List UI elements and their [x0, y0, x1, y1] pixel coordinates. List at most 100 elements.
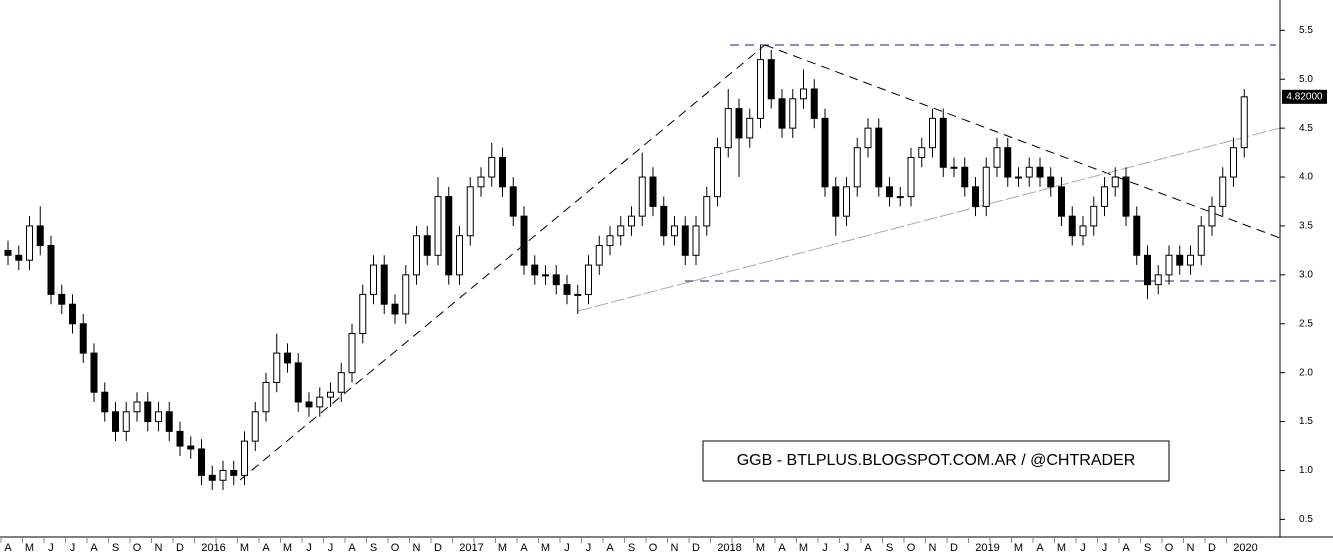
- candle-body: [929, 117, 936, 149]
- candle-body: [273, 352, 281, 383]
- last-price-label: 4.82000: [1286, 91, 1323, 102]
- candle-body: [660, 205, 668, 237]
- candle-body: [542, 274, 549, 277]
- y-tick-label: 3.5: [1299, 221, 1313, 232]
- candle-body: [1101, 186, 1108, 207]
- candle-body: [671, 225, 678, 237]
- candle-body: [810, 88, 818, 119]
- candle-body: [1197, 225, 1205, 256]
- candle-body: [961, 166, 969, 188]
- x-tick-label: M: [756, 542, 765, 554]
- candle-body: [714, 147, 721, 198]
- x-tick-label: M: [498, 542, 507, 554]
- x-tick-label: M: [541, 542, 550, 554]
- candle-body: [294, 362, 302, 403]
- candle-body: [36, 225, 44, 247]
- candle-body: [1047, 176, 1055, 188]
- candle-body: [638, 176, 646, 217]
- candle-body: [1133, 215, 1141, 256]
- x-tick-label: J: [822, 542, 828, 554]
- x-tick-label: A: [4, 542, 12, 554]
- x-tick-label: A: [520, 542, 528, 554]
- annotation-box: [702, 440, 1170, 482]
- candle-body: [101, 391, 109, 413]
- x-tick-label: 2016: [201, 542, 225, 554]
- candle-body: [864, 127, 872, 149]
- candle-body: [724, 108, 732, 149]
- candle-body: [69, 303, 76, 325]
- x-tick-label: D: [950, 542, 958, 554]
- falling-trend-line: [764, 44, 1281, 239]
- candle-body: [316, 396, 324, 408]
- x-tick-label: M: [240, 542, 249, 554]
- candle-body: [47, 245, 55, 295]
- x-tick-label: O: [649, 542, 658, 554]
- candle-body: [1230, 147, 1237, 178]
- x-tick-label: N: [671, 542, 679, 554]
- candle-body: [1219, 176, 1227, 207]
- candle-body: [208, 474, 216, 481]
- x-tick-label: M: [1057, 542, 1066, 554]
- candle-body: [520, 215, 528, 266]
- candle-body: [703, 196, 711, 227]
- candle-body: [1165, 254, 1173, 276]
- candle-body: [477, 176, 485, 188]
- candle-body: [1208, 205, 1216, 227]
- candle-body: [1025, 166, 1033, 178]
- candle-body: [982, 166, 990, 207]
- candle-body: [1058, 186, 1065, 217]
- candle-body: [789, 98, 797, 129]
- candle-body: [843, 186, 850, 217]
- x-tick-label: J: [564, 542, 570, 554]
- candle-body: [90, 352, 98, 393]
- candle-body: [757, 59, 764, 119]
- candle-body: [821, 117, 829, 188]
- x-tick-label: J: [70, 542, 76, 554]
- x-tick-label: S: [628, 542, 635, 554]
- candle-body: [176, 430, 184, 447]
- candle-body: [1122, 176, 1130, 217]
- candle-body: [144, 401, 152, 423]
- candle-body: [380, 264, 388, 305]
- x-tick-label: S: [370, 542, 377, 554]
- candle-body: [886, 186, 893, 198]
- candle-body: [563, 284, 571, 295]
- candle-body: [585, 264, 592, 295]
- x-tick-label: N: [1187, 542, 1195, 554]
- x-tick-label: M: [1014, 542, 1023, 554]
- x-tick-label: 2019: [975, 542, 999, 554]
- candle-body: [219, 469, 227, 481]
- x-tick-label: A: [348, 542, 356, 554]
- x-tick-label: D: [692, 542, 700, 554]
- candle-body: [617, 225, 625, 237]
- candle-body: [423, 235, 431, 256]
- candle-body: [187, 445, 195, 450]
- candle-body: [26, 225, 33, 261]
- candle-body: [1176, 254, 1184, 266]
- y-tick-label: 2.0: [1299, 367, 1313, 378]
- candle-body: [241, 440, 248, 476]
- x-tick-label: A: [1122, 542, 1130, 554]
- candle-body: [327, 391, 334, 398]
- candle-body: [649, 176, 657, 207]
- candle-body: [972, 186, 979, 207]
- x-tick-label: A: [262, 542, 270, 554]
- candle-body: [198, 448, 205, 476]
- x-tick-label: D: [434, 542, 442, 554]
- candle-body: [15, 254, 23, 261]
- candle-body: [402, 274, 410, 315]
- x-tick-label: N: [155, 542, 163, 554]
- candle-body: [1240, 96, 1248, 149]
- candle-body: [370, 264, 377, 295]
- candle-body: [434, 196, 442, 256]
- y-tick-label: 4.5: [1299, 123, 1313, 134]
- candle-body: [488, 156, 496, 178]
- y-tick-label: 5.0: [1299, 74, 1313, 85]
- x-tick-label: A: [1036, 542, 1044, 554]
- x-tick-label: M: [25, 542, 34, 554]
- candle-body: [112, 411, 119, 432]
- candle-body: [574, 293, 582, 296]
- candle-body: [1068, 215, 1076, 237]
- candle-body: [939, 117, 947, 168]
- x-tick-label: 2018: [717, 542, 741, 554]
